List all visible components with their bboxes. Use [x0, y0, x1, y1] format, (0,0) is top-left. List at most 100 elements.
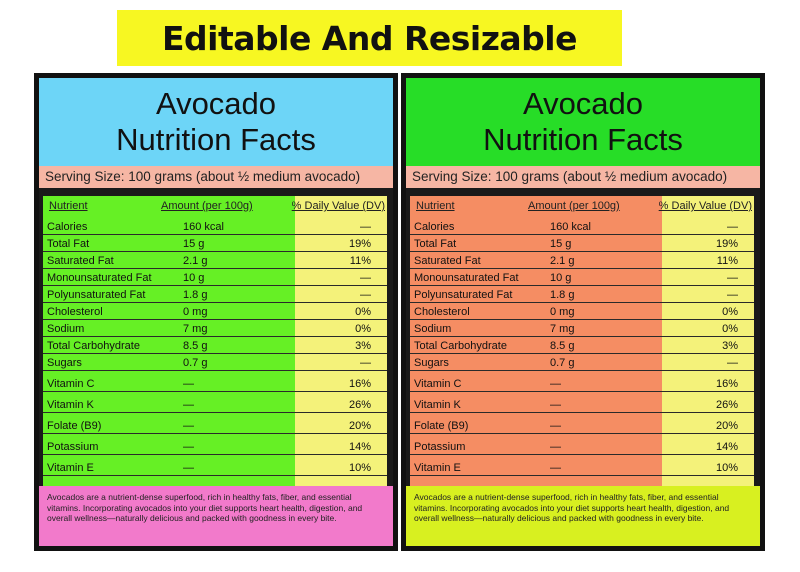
nutrient-table: Nutrient Amount (per 100g) % Daily Value… [410, 196, 754, 486]
nutrient-name: Calories [47, 221, 88, 233]
nutrient-name: Vitamin K [47, 399, 94, 411]
nutrient-amount: 8.5 g [183, 340, 208, 352]
dv-column-bg [662, 196, 754, 486]
header-dv: % Daily Value (DV) [291, 200, 385, 212]
nutrient-name: Saturated Fat [47, 255, 114, 267]
table-row: Folate (B9) — 20% [410, 413, 754, 434]
nutrient-name: Folate (B9) [47, 420, 102, 432]
table-row: Total Carbohydrate 8.5 g 3% [410, 337, 754, 354]
table-row: Potassium — 14% [43, 434, 387, 455]
nutrient-name: Vitamin E [47, 462, 94, 474]
serving-size: Serving Size: 100 grams (about ½ medium … [39, 166, 393, 188]
nutrient-amount: 15 g [183, 238, 205, 250]
nutrient-dv: — [727, 289, 738, 301]
description-blurb: Avocados are a nutrient-dense superfood,… [406, 486, 760, 546]
table-row: Calories 160 kcal — [410, 218, 754, 235]
nutrient-dv: 11% [349, 255, 371, 267]
nutrient-dv: 19% [715, 238, 738, 250]
nutrient-amount: — [183, 420, 194, 432]
table-row: Total Carbohydrate 8.5 g 3% [43, 337, 387, 354]
dv-column-bg [295, 196, 387, 486]
nutrient-name: Monounsaturated Fat [47, 272, 152, 284]
nutrient-dv: 26% [715, 399, 738, 411]
title-line-2: Nutrition Facts [116, 122, 316, 157]
nutrient-dv: — [360, 272, 371, 284]
nutrient-name: Sugars [47, 357, 82, 369]
title-line-1: Avocado [155, 86, 277, 121]
table-row: Sugars 0.7 g — [43, 354, 387, 371]
nutrient-dv: 26% [348, 399, 371, 411]
table-row: Folate (B9) — 20% [43, 413, 387, 434]
table-row: Saturated Fat 2.1 g 11% [43, 252, 387, 269]
nutrient-name: Vitamin K [414, 399, 461, 411]
nutrient-dv: 16% [715, 378, 738, 390]
nutrient-name: Vitamin C [414, 378, 462, 390]
table-row: Vitamin K — 26% [43, 392, 387, 413]
title-line-1: Avocado [522, 86, 644, 121]
nutrient-amount: — [550, 420, 561, 432]
nutrient-name: Total Fat [414, 238, 457, 250]
nutrient-amount: 15 g [550, 238, 572, 250]
nutrient-dv: 19% [348, 238, 371, 250]
nutrient-dv: — [727, 357, 738, 369]
table-row: Calories 160 kcal — [43, 218, 387, 235]
table-row: Monounsaturated Fat 10 g — [43, 269, 387, 286]
header-dv: % Daily Value (DV) [658, 200, 752, 212]
table-header: Nutrient Amount (per 100g) % Daily Value… [43, 196, 387, 216]
nutrient-dv: 3% [355, 340, 371, 352]
nutrient-name: Potassium [414, 441, 466, 453]
nutrient-amount: — [550, 399, 561, 411]
table-row: Vitamin C — 16% [410, 371, 754, 392]
table-row: Sodium 7 mg 0% [43, 320, 387, 337]
table-row: Cholesterol 0 mg 0% [410, 303, 754, 320]
nutrient-amount: 8.5 g [550, 340, 575, 352]
description-blurb: Avocados are a nutrient-dense superfood,… [39, 486, 393, 546]
nutrient-dv: — [360, 357, 371, 369]
nutrient-name: Cholesterol [47, 306, 103, 318]
table-header: Nutrient Amount (per 100g) % Daily Value… [410, 196, 754, 216]
label-title: Avocado Nutrition Facts [406, 78, 760, 166]
nutrient-name: Total Fat [47, 238, 90, 250]
nutrient-name: Folate (B9) [414, 420, 469, 432]
nutrient-amount: 0 mg [550, 306, 575, 318]
label-title: Avocado Nutrition Facts [39, 78, 393, 166]
nutrient-dv: 0% [355, 323, 371, 335]
nutrient-name: Vitamin E [414, 462, 461, 474]
nutrient-name: Polyunsaturated Fat [47, 289, 146, 301]
nutrient-dv: 14% [348, 441, 371, 453]
table-row: Total Fat 15 g 19% [43, 235, 387, 252]
nutrient-amount: 7 mg [183, 323, 208, 335]
nutrient-amount: 0.7 g [550, 357, 575, 369]
header-amount: Amount (per 100g) [161, 200, 253, 212]
serving-size: Serving Size: 100 grams (about ½ medium … [406, 166, 760, 188]
label-inner: Avocado Nutrition Facts Serving Size: 10… [39, 78, 393, 546]
nutrient-dv: 20% [348, 420, 371, 432]
nutrient-dv: 0% [722, 306, 738, 318]
nutrient-name: Potassium [47, 441, 99, 453]
nutrient-name: Sugars [414, 357, 449, 369]
nutrient-amount: — [183, 441, 194, 453]
nutrient-dv: — [360, 289, 371, 301]
nutrition-label-left: Avocado Nutrition Facts Serving Size: 10… [34, 73, 398, 551]
nutrient-amount: — [550, 441, 561, 453]
table-row: Cholesterol 0 mg 0% [43, 303, 387, 320]
nutrient-dv: 3% [722, 340, 738, 352]
nutrient-name: Polyunsaturated Fat [414, 289, 513, 301]
nutrient-amount: 0 mg [183, 306, 208, 318]
table-row: Polyunsaturated Fat 1.8 g — [43, 286, 387, 303]
title-line-2: Nutrition Facts [483, 122, 683, 157]
table-row: Total Fat 15 g 19% [410, 235, 754, 252]
table-row: Vitamin E — 10% [410, 455, 754, 476]
nutrient-amount: 160 kcal [550, 221, 591, 233]
nutrient-amount: — [183, 378, 194, 390]
nutrient-name: Total Carbohydrate [414, 340, 507, 352]
nutrient-dv: — [360, 221, 371, 233]
table-row: Polyunsaturated Fat 1.8 g — [410, 286, 754, 303]
table-row: Vitamin E — 10% [43, 455, 387, 476]
nutrient-amount: 160 kcal [183, 221, 224, 233]
nutrient-dv: 14% [715, 441, 738, 453]
nutrient-name: Cholesterol [414, 306, 470, 318]
nutrient-name: Vitamin C [47, 378, 95, 390]
nutrient-amount: 10 g [550, 272, 572, 284]
nutrient-dv: 10% [715, 462, 738, 474]
